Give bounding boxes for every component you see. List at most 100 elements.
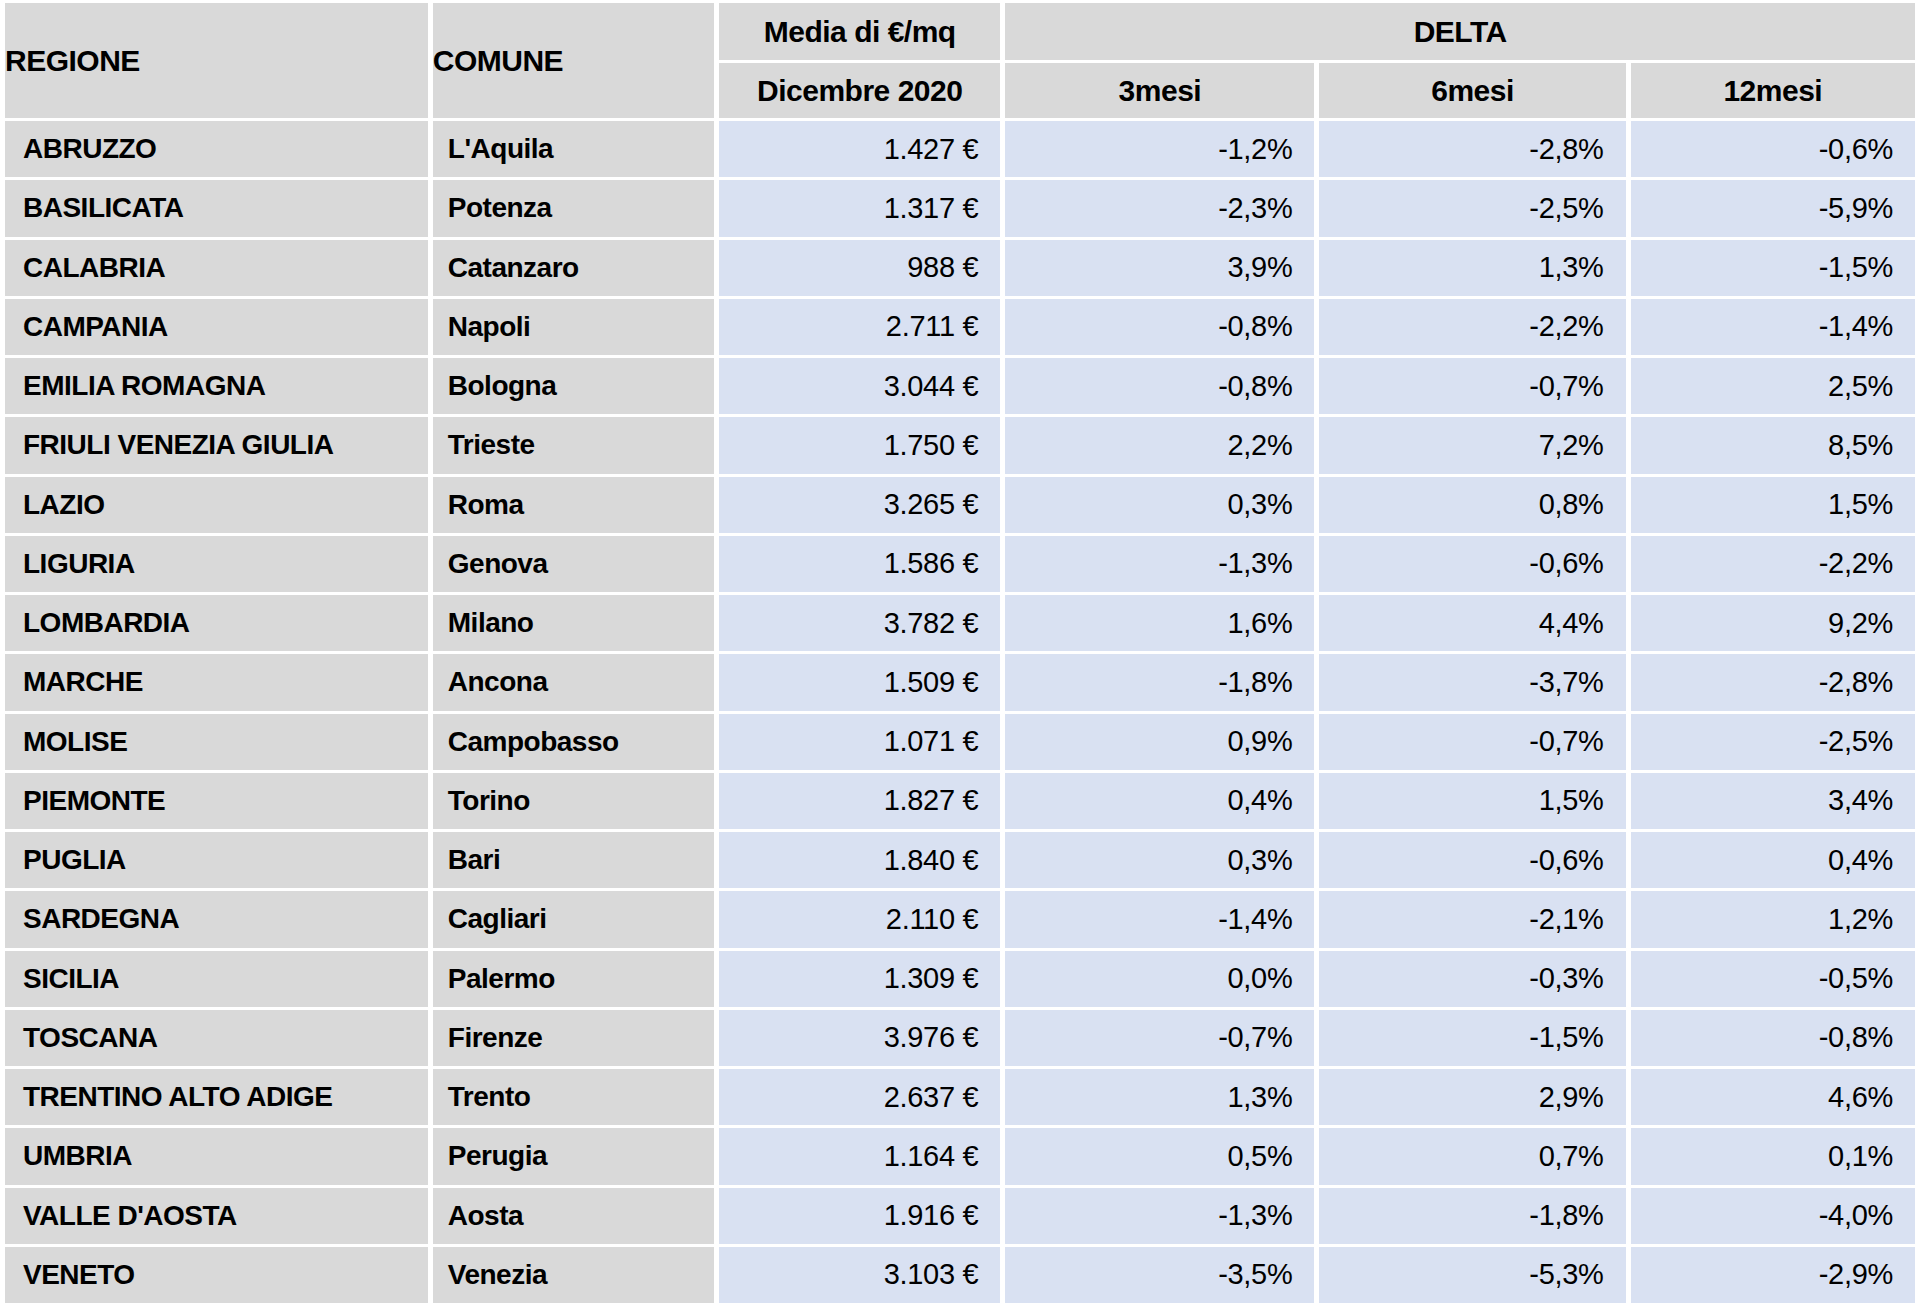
table-row: ABRUZZOL'Aquila1.427 €-1,2%-2,8%-0,6% bbox=[3, 120, 1918, 179]
delta-6m-cell: -0,3% bbox=[1317, 949, 1628, 1008]
delta-12m-cell: -4,0% bbox=[1628, 1186, 1917, 1245]
table-row: LOMBARDIAMilano3.782 €1,6%4,4%9,2% bbox=[3, 594, 1918, 653]
table-row: MARCHEAncona1.509 €-1,8%-3,7%-2,8% bbox=[3, 653, 1918, 712]
media-cell: 1.071 € bbox=[717, 712, 1003, 771]
delta-6m-cell: -0,6% bbox=[1317, 534, 1628, 593]
delta-6m-cell: -0,7% bbox=[1317, 712, 1628, 771]
delta-6m-cell: -0,7% bbox=[1317, 357, 1628, 416]
media-cell: 3.265 € bbox=[717, 475, 1003, 534]
delta-6m-cell: -3,7% bbox=[1317, 653, 1628, 712]
region-cell: SICILIA bbox=[3, 949, 431, 1008]
delta-12m-cell: 4,6% bbox=[1628, 1068, 1917, 1127]
region-cell: BASILICATA bbox=[3, 179, 431, 238]
delta-12m-cell: -1,5% bbox=[1628, 238, 1917, 297]
table-row: MOLISECampobasso1.071 €0,9%-0,7%-2,5% bbox=[3, 712, 1918, 771]
delta-6m-cell: -2,1% bbox=[1317, 890, 1628, 949]
media-cell: 1.427 € bbox=[717, 120, 1003, 179]
delta-3m-cell: -0,7% bbox=[1003, 1008, 1317, 1067]
comune-cell: Milano bbox=[430, 594, 716, 653]
comune-cell: Perugia bbox=[430, 1127, 716, 1186]
delta-3m-cell: 0,3% bbox=[1003, 831, 1317, 890]
delta-3m-cell: -1,3% bbox=[1003, 534, 1317, 593]
delta-3m-cell: -3,5% bbox=[1003, 1245, 1317, 1304]
delta-3m-cell: 0,5% bbox=[1003, 1127, 1317, 1186]
table-row: LIGURIAGenova1.586 €-1,3%-0,6%-2,2% bbox=[3, 534, 1918, 593]
delta-3m-cell: 0,9% bbox=[1003, 712, 1317, 771]
region-cell: VENETO bbox=[3, 1245, 431, 1304]
region-cell: CAMPANIA bbox=[3, 297, 431, 356]
delta-3m-cell: 0,3% bbox=[1003, 475, 1317, 534]
comune-cell: Campobasso bbox=[430, 712, 716, 771]
table-body: ABRUZZOL'Aquila1.427 €-1,2%-2,8%-0,6%BAS… bbox=[3, 120, 1918, 1305]
region-cell: ABRUZZO bbox=[3, 120, 431, 179]
delta-12m-cell: 3,4% bbox=[1628, 771, 1917, 830]
comune-cell: Venezia bbox=[430, 1245, 716, 1304]
media-cell: 1.309 € bbox=[717, 949, 1003, 1008]
region-cell: UMBRIA bbox=[3, 1127, 431, 1186]
region-cell: LIGURIA bbox=[3, 534, 431, 593]
header-comune: COMUNE bbox=[430, 2, 716, 120]
table-row: CAMPANIANapoli2.711 €-0,8%-2,2%-1,4% bbox=[3, 297, 1918, 356]
delta-12m-cell: -2,8% bbox=[1628, 653, 1917, 712]
region-cell: CALABRIA bbox=[3, 238, 431, 297]
header-delta-group: DELTA bbox=[1003, 2, 1918, 62]
delta-12m-cell: 1,5% bbox=[1628, 475, 1917, 534]
delta-3m-cell: 1,6% bbox=[1003, 594, 1317, 653]
table-row: TRENTINO ALTO ADIGETrento2.637 €1,3%2,9%… bbox=[3, 1068, 1918, 1127]
header-row-1: REGIONE COMUNE Media di €/mq DELTA bbox=[3, 2, 1918, 62]
region-cell: LOMBARDIA bbox=[3, 594, 431, 653]
delta-3m-cell: 3,9% bbox=[1003, 238, 1317, 297]
table-row: EMILIA ROMAGNABologna3.044 €-0,8%-0,7%2,… bbox=[3, 357, 1918, 416]
comune-cell: Aosta bbox=[430, 1186, 716, 1245]
table-row: SICILIAPalermo1.309 €0,0%-0,3%-0,5% bbox=[3, 949, 1918, 1008]
comune-cell: Catanzaro bbox=[430, 238, 716, 297]
regional-price-table: REGIONE COMUNE Media di €/mq DELTA Dicem… bbox=[0, 0, 1920, 1306]
delta-3m-cell: -1,8% bbox=[1003, 653, 1317, 712]
delta-6m-cell: 0,7% bbox=[1317, 1127, 1628, 1186]
region-cell: SARDEGNA bbox=[3, 890, 431, 949]
delta-12m-cell: -0,5% bbox=[1628, 949, 1917, 1008]
delta-12m-cell: 9,2% bbox=[1628, 594, 1917, 653]
table-row: BASILICATAPotenza1.317 €-2,3%-2,5%-5,9% bbox=[3, 179, 1918, 238]
table-row: CALABRIACatanzaro988 €3,9%1,3%-1,5% bbox=[3, 238, 1918, 297]
delta-12m-cell: 0,4% bbox=[1628, 831, 1917, 890]
media-cell: 2.711 € bbox=[717, 297, 1003, 356]
delta-6m-cell: 0,8% bbox=[1317, 475, 1628, 534]
comune-cell: Napoli bbox=[430, 297, 716, 356]
header-media-group: Media di €/mq bbox=[717, 2, 1003, 62]
delta-6m-cell: -5,3% bbox=[1317, 1245, 1628, 1304]
delta-12m-cell: -2,2% bbox=[1628, 534, 1917, 593]
delta-6m-cell: -2,8% bbox=[1317, 120, 1628, 179]
media-cell: 2.110 € bbox=[717, 890, 1003, 949]
comune-cell: Bologna bbox=[430, 357, 716, 416]
delta-12m-cell: -5,9% bbox=[1628, 179, 1917, 238]
media-cell: 1.509 € bbox=[717, 653, 1003, 712]
delta-3m-cell: -1,3% bbox=[1003, 1186, 1317, 1245]
table-row: PIEMONTETorino1.827 €0,4%1,5%3,4% bbox=[3, 771, 1918, 830]
comune-cell: Ancona bbox=[430, 653, 716, 712]
comune-cell: Firenze bbox=[430, 1008, 716, 1067]
comune-cell: Trento bbox=[430, 1068, 716, 1127]
delta-12m-cell: -2,5% bbox=[1628, 712, 1917, 771]
table-row: SARDEGNACagliari2.110 €-1,4%-2,1%1,2% bbox=[3, 890, 1918, 949]
table-row: VALLE D'AOSTAAosta1.916 €-1,3%-1,8%-4,0% bbox=[3, 1186, 1918, 1245]
region-cell: LAZIO bbox=[3, 475, 431, 534]
media-cell: 2.637 € bbox=[717, 1068, 1003, 1127]
region-cell: EMILIA ROMAGNA bbox=[3, 357, 431, 416]
media-cell: 3.103 € bbox=[717, 1245, 1003, 1304]
header-delta-3mesi: 3mesi bbox=[1003, 62, 1317, 120]
delta-12m-cell: -2,9% bbox=[1628, 1245, 1917, 1304]
delta-12m-cell: -0,8% bbox=[1628, 1008, 1917, 1067]
header-delta-12mesi: 12mesi bbox=[1628, 62, 1917, 120]
media-cell: 1.317 € bbox=[717, 179, 1003, 238]
delta-6m-cell: 1,3% bbox=[1317, 238, 1628, 297]
comune-cell: Roma bbox=[430, 475, 716, 534]
delta-3m-cell: -0,8% bbox=[1003, 357, 1317, 416]
region-cell: VALLE D'AOSTA bbox=[3, 1186, 431, 1245]
table-header: REGIONE COMUNE Media di €/mq DELTA Dicem… bbox=[3, 2, 1918, 120]
header-media-sub: Dicembre 2020 bbox=[717, 62, 1003, 120]
comune-cell: L'Aquila bbox=[430, 120, 716, 179]
media-cell: 1.750 € bbox=[717, 416, 1003, 475]
delta-6m-cell: 4,4% bbox=[1317, 594, 1628, 653]
media-cell: 3.782 € bbox=[717, 594, 1003, 653]
